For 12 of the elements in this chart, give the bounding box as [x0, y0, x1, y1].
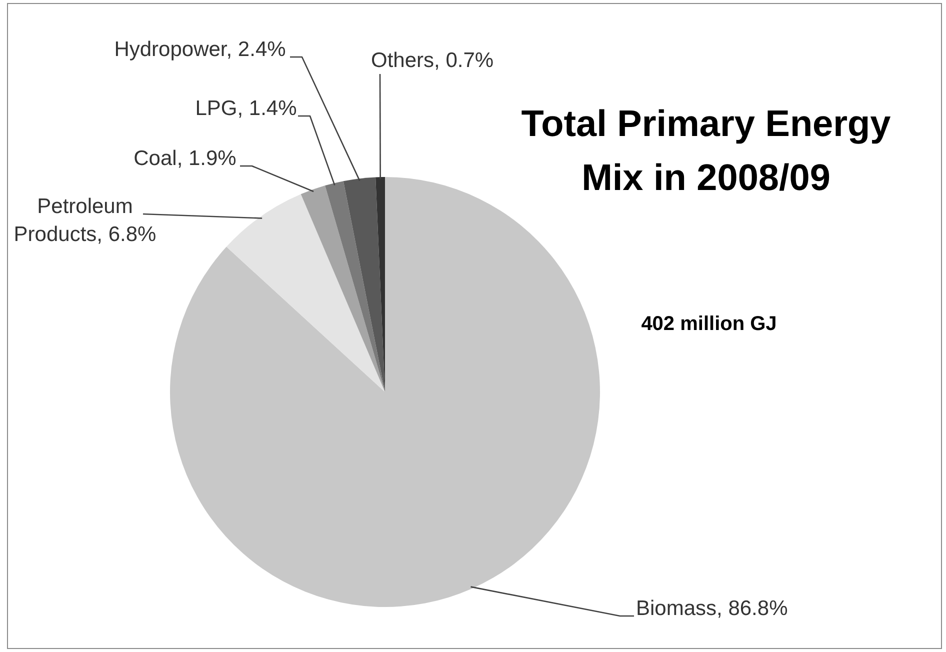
pie-slice — [343, 177, 385, 392]
slice-label: Coal, 1.9% — [134, 146, 236, 172]
slice-label: Petroleum Products, 6.8% — [12, 194, 158, 248]
text: Total Primary Energy Mix in 2008/09 — [520, 102, 892, 200]
pie-slice — [325, 181, 385, 392]
slice-label: Biomass, 86.8% — [636, 596, 788, 622]
slice-label: Hydropower, 2.4% — [114, 37, 286, 63]
text: 402 million GJ — [640, 312, 778, 336]
slice-label: LPG, 1.4% — [195, 96, 297, 122]
pie-slice — [226, 194, 385, 392]
pie-slice — [300, 186, 385, 392]
slice-label: Others, 0.7% — [371, 48, 494, 74]
